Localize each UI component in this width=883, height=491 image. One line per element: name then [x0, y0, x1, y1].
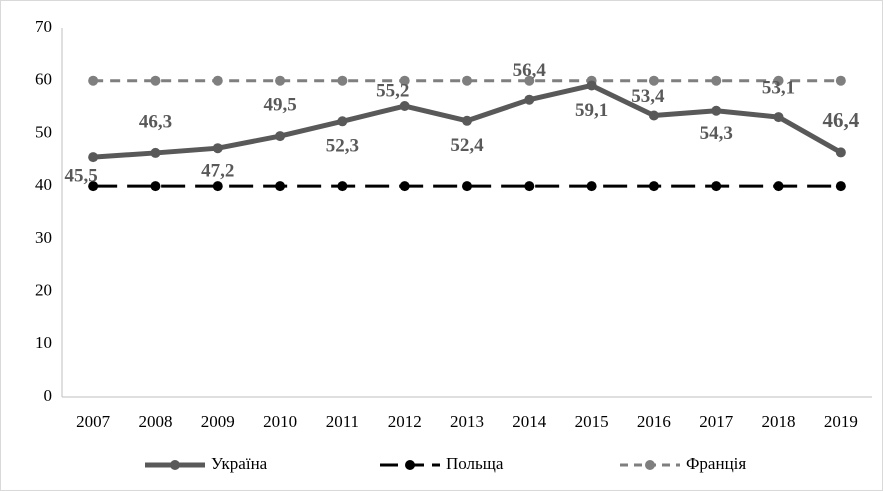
x-tick-label: 2008	[138, 412, 172, 431]
point-marker	[773, 181, 784, 192]
legend-marker	[405, 460, 415, 470]
y-tick-label: 20	[35, 280, 52, 299]
y-tick-label: 60	[35, 70, 52, 89]
point-marker	[337, 181, 348, 192]
point-marker	[462, 75, 472, 86]
data-label: 49,5	[263, 94, 296, 115]
point-marker	[212, 181, 223, 192]
data-label: 52,3	[326, 136, 359, 157]
legend-label: Польща	[446, 454, 504, 473]
data-label: 46,3	[139, 111, 172, 132]
point-marker	[212, 75, 223, 86]
x-tick-label: 2015	[575, 412, 609, 431]
point-marker	[835, 147, 846, 158]
y-tick-label: 70	[35, 17, 52, 36]
point-marker	[150, 181, 161, 192]
point-marker	[399, 101, 410, 112]
x-tick-label: 2011	[326, 412, 359, 431]
data-label: 45,5	[65, 166, 98, 187]
point-marker	[337, 75, 348, 86]
y-tick-label: 30	[35, 228, 52, 247]
data-label: 53,4	[631, 86, 665, 107]
point-marker	[275, 181, 286, 192]
point-marker	[524, 181, 535, 192]
data-label: 47,2	[201, 161, 234, 182]
point-marker	[711, 75, 722, 86]
point-marker	[835, 181, 846, 192]
x-tick-label: 2018	[762, 412, 796, 431]
x-tick-label: 2012	[388, 412, 422, 431]
x-tick-label: 2009	[201, 412, 235, 431]
legend-marker	[170, 460, 180, 470]
point-marker	[399, 75, 410, 86]
point-marker	[773, 112, 784, 123]
point-marker	[88, 152, 99, 163]
legend-marker	[645, 460, 655, 470]
x-tick-label: 2007	[76, 412, 111, 431]
y-tick-label: 0	[44, 386, 53, 405]
point-marker	[586, 80, 597, 91]
point-marker	[835, 75, 846, 86]
data-label: 52,4	[450, 135, 484, 156]
point-marker	[399, 181, 410, 192]
y-tick-label: 10	[35, 333, 52, 352]
point-marker	[524, 75, 535, 86]
point-marker	[711, 105, 722, 116]
point-marker	[88, 181, 99, 192]
point-marker	[524, 94, 535, 105]
data-label: 55,2	[376, 80, 409, 101]
data-label: 46,4	[822, 108, 859, 132]
data-label: 54,3	[700, 123, 733, 144]
data-label: 59,1	[575, 100, 608, 121]
point-marker	[648, 181, 659, 192]
x-tick-label: 2014	[512, 412, 547, 431]
x-tick-label: 2019	[824, 412, 858, 431]
x-tick-label: 2017	[699, 412, 734, 431]
point-marker	[586, 181, 597, 192]
y-tick-label: 40	[35, 175, 52, 194]
point-marker	[88, 75, 99, 86]
legend-label: Франція	[686, 454, 746, 473]
data-label: 53,1	[762, 77, 795, 98]
data-label: 56,4	[513, 60, 547, 81]
point-marker	[462, 181, 472, 192]
point-marker	[711, 181, 722, 192]
point-marker	[337, 116, 348, 127]
point-marker	[462, 115, 472, 126]
point-marker	[275, 131, 286, 142]
point-marker	[648, 110, 659, 121]
point-marker	[773, 75, 784, 86]
point-marker	[150, 147, 161, 158]
x-tick-label: 2010	[263, 412, 297, 431]
x-tick-label: 2016	[637, 412, 671, 431]
legend-label: Україна	[211, 454, 268, 473]
point-marker	[150, 75, 161, 86]
y-tick-label: 50	[35, 122, 52, 141]
point-marker	[212, 143, 223, 154]
point-marker	[648, 75, 659, 86]
point-marker	[275, 75, 286, 86]
x-tick-label: 2013	[450, 412, 484, 431]
